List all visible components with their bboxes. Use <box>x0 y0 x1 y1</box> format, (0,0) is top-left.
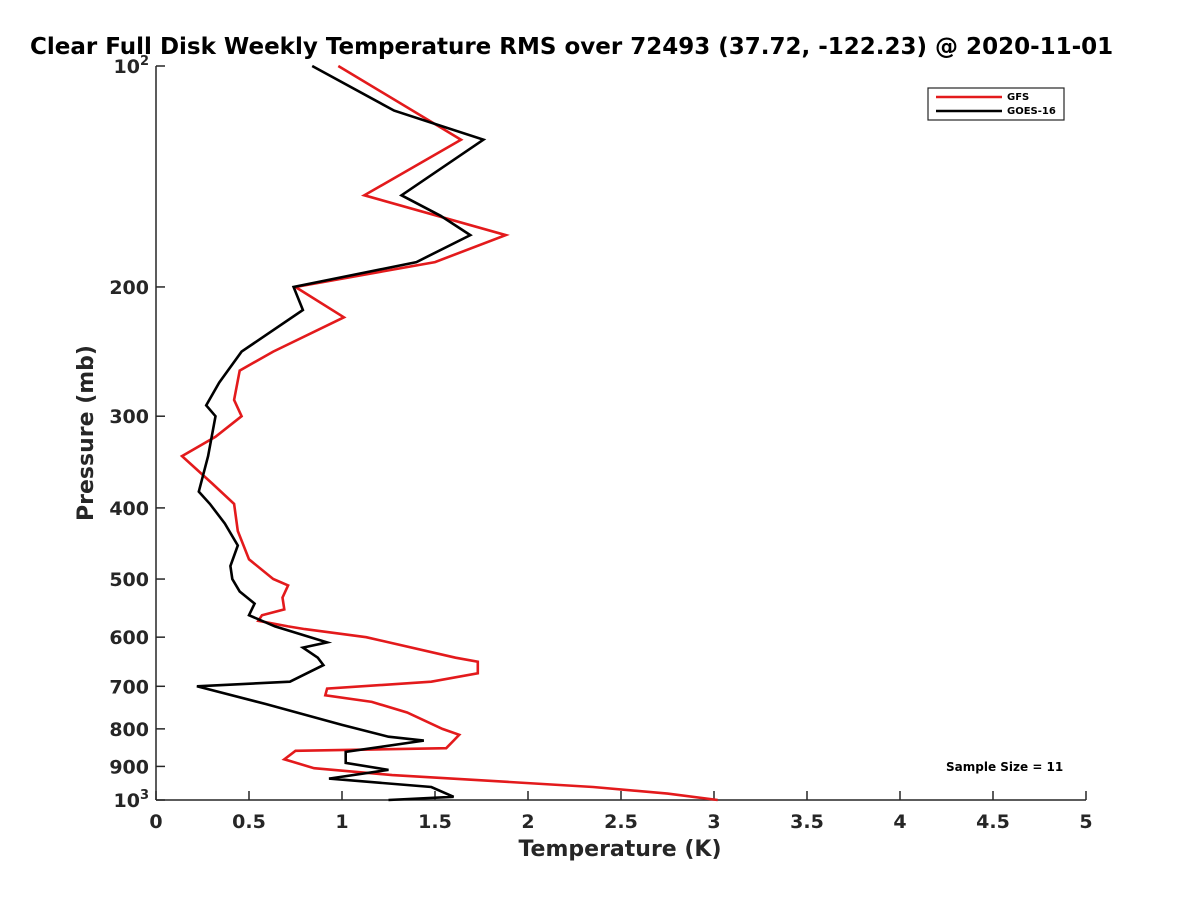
x-tick-label: 3 <box>707 811 720 833</box>
y-tick-base: 500 <box>109 569 149 591</box>
y-tick-base: 10 <box>114 56 140 78</box>
y-tick-label: 102 <box>114 54 150 78</box>
y-tick-base: 700 <box>109 676 149 698</box>
x-tick-label: 4 <box>893 811 906 833</box>
y-tick-label: 800 <box>109 719 149 741</box>
x-axis-label: Temperature (K) <box>518 837 721 862</box>
legend-label-gfs: GFS <box>1007 92 1029 103</box>
legend: GFS GOES-16 <box>927 87 1065 121</box>
y-tick-label: 500 <box>109 569 149 591</box>
legend-label-goes16: GOES-16 <box>1007 106 1056 117</box>
legend-box <box>927 87 1065 121</box>
sample-size-annotation: Sample Size = 11 <box>946 760 1063 774</box>
chart-title: Clear Full Disk Weekly Temperature RMS o… <box>30 34 1113 60</box>
x-tick-label: 3.5 <box>790 811 824 833</box>
y-tick-base: 300 <box>109 406 149 428</box>
x-tick-label: 5 <box>1079 811 1092 833</box>
x-tick-label: 4.5 <box>976 811 1010 833</box>
x-tick-label: 2 <box>521 811 534 833</box>
y-tick-base: 800 <box>109 719 149 741</box>
series-line-goes16 <box>196 64 487 802</box>
axes: 0 0.5 1 1.5 2 2.5 3 3.5 4 4.5 51022003004005006007… <box>109 54 1092 833</box>
y-tick-label: 200 <box>109 277 149 299</box>
y-axis-label: Pressure (mb) <box>74 345 99 521</box>
x-tick-label: 1.5 <box>418 811 452 833</box>
y-tick-exponent: 3 <box>140 788 149 803</box>
y-tick-base: 600 <box>109 627 149 649</box>
x-tick-label: 0 <box>149 811 162 833</box>
y-tick-exponent: 2 <box>140 54 149 69</box>
series-layer <box>179 64 718 802</box>
y-tick-label: 300 <box>109 406 149 428</box>
x-tick-label: 1 <box>335 811 348 833</box>
y-tick-label: 900 <box>109 756 149 778</box>
y-tick-base: 200 <box>109 277 149 299</box>
x-tick-label: 0.5 <box>232 811 266 833</box>
y-tick-base: 10 <box>114 790 140 812</box>
y-tick-label: 103 <box>114 788 150 812</box>
y-tick-base: 400 <box>109 498 149 520</box>
y-tick-label: 400 <box>109 498 149 520</box>
y-tick-base: 900 <box>109 756 149 778</box>
y-tick-label: 700 <box>109 676 149 698</box>
x-tick-label: 2.5 <box>604 811 638 833</box>
y-tick-label: 600 <box>109 627 149 649</box>
